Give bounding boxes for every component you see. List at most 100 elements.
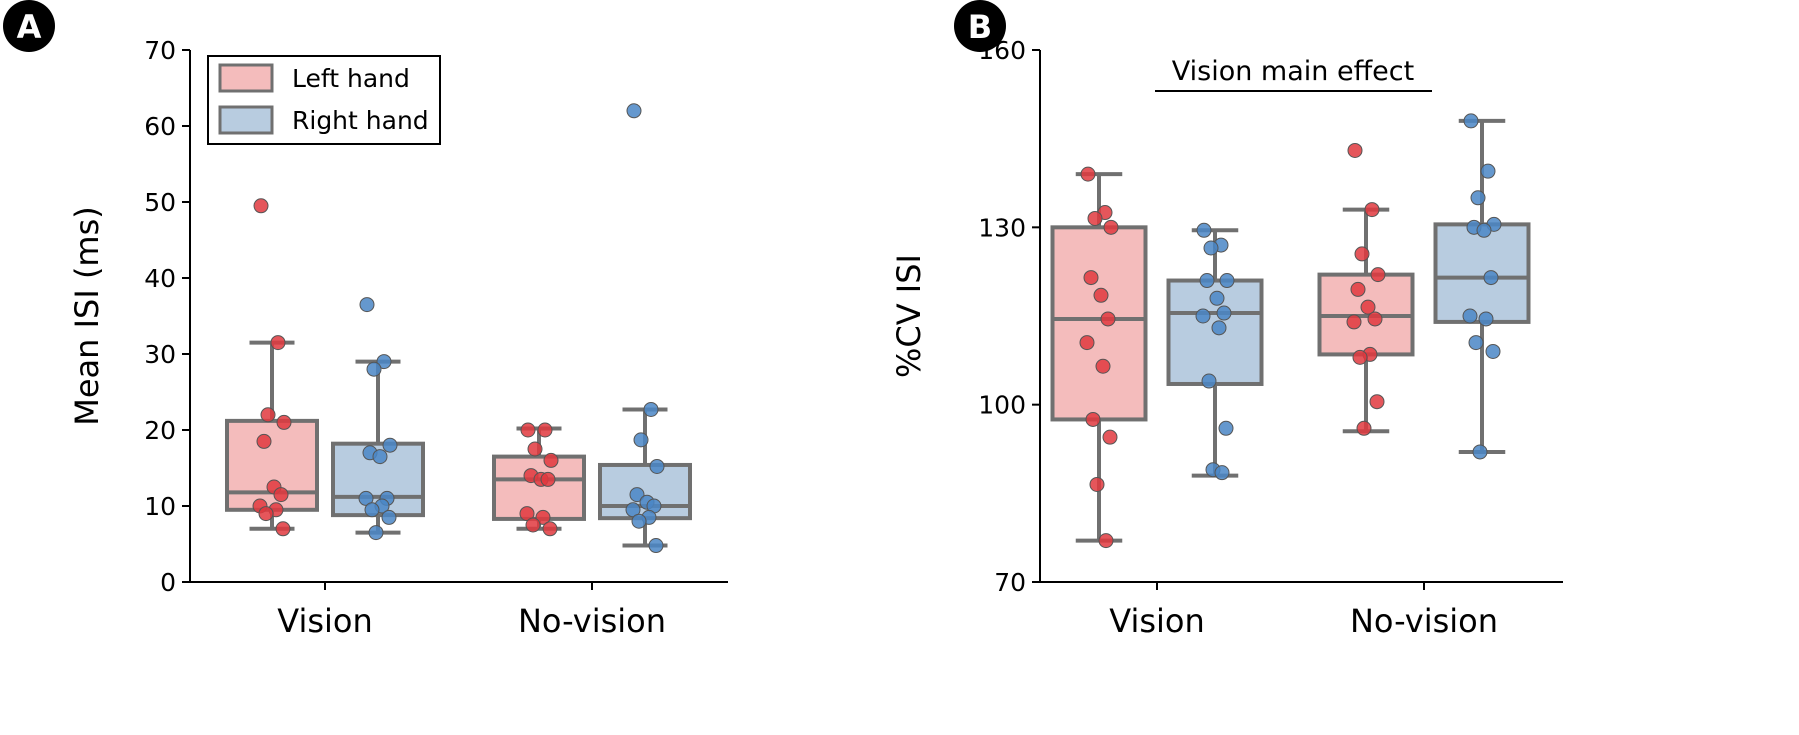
y-tick-label: 0 bbox=[160, 568, 176, 597]
y-tick-label: 70 bbox=[994, 568, 1026, 597]
data-point bbox=[1103, 219, 1119, 235]
box bbox=[598, 462, 692, 521]
data-point bbox=[1483, 270, 1499, 286]
data-point bbox=[648, 538, 664, 554]
data-point bbox=[527, 441, 543, 457]
data-point bbox=[1080, 166, 1096, 182]
y-tick-label: 160 bbox=[978, 36, 1026, 65]
data-point bbox=[381, 509, 397, 525]
data-point bbox=[1347, 142, 1363, 158]
data-point bbox=[1209, 290, 1225, 306]
data-point bbox=[1093, 287, 1109, 303]
data-point bbox=[1354, 246, 1370, 262]
data-point bbox=[629, 487, 645, 503]
panel-a-letter: A bbox=[17, 8, 42, 46]
data-point bbox=[270, 335, 286, 351]
box bbox=[1050, 225, 1148, 422]
data-point bbox=[1195, 308, 1211, 324]
y-tick-label: 20 bbox=[144, 416, 176, 445]
data-point bbox=[1478, 311, 1494, 327]
data-point bbox=[1463, 113, 1479, 129]
data-point bbox=[1360, 299, 1376, 315]
y-tick-label: 30 bbox=[144, 340, 176, 369]
x-tick-label: No-vision bbox=[518, 602, 666, 640]
data-point bbox=[1352, 349, 1368, 365]
legend-swatch bbox=[218, 63, 274, 93]
data-point bbox=[540, 471, 556, 487]
data-point bbox=[372, 449, 388, 465]
data-point bbox=[1087, 210, 1103, 226]
data-point bbox=[1089, 476, 1105, 492]
data-point bbox=[633, 432, 649, 448]
legend-label: Left hand bbox=[292, 64, 410, 93]
data-point bbox=[1346, 314, 1362, 330]
data-point bbox=[1211, 320, 1227, 336]
data-point bbox=[643, 401, 659, 417]
y-tick-label: 100 bbox=[978, 391, 1026, 420]
legend-label: Right hand bbox=[292, 106, 429, 135]
x-tick-label: Vision bbox=[1109, 602, 1205, 640]
data-point bbox=[537, 422, 553, 438]
data-point bbox=[258, 506, 274, 522]
data-point bbox=[1085, 411, 1101, 427]
data-point bbox=[535, 509, 551, 525]
data-point bbox=[525, 517, 541, 533]
data-point bbox=[1462, 308, 1478, 324]
panel-a-badge bbox=[3, 0, 55, 52]
panel-b-letter: B bbox=[968, 8, 992, 46]
data-point bbox=[1196, 222, 1212, 238]
data-point bbox=[1102, 429, 1118, 445]
box bbox=[1433, 222, 1531, 324]
data-point bbox=[649, 458, 665, 474]
data-point bbox=[275, 521, 291, 537]
data-point bbox=[1470, 190, 1486, 206]
data-point bbox=[1472, 444, 1488, 460]
data-point bbox=[542, 521, 558, 537]
panel-a-plot: 0 10 20 30 40 50 60 70 Vision No-vision Mean ISI (… bbox=[68, 36, 728, 640]
box bbox=[492, 454, 586, 521]
data-point bbox=[382, 437, 398, 453]
data-point bbox=[273, 487, 289, 503]
data-point bbox=[543, 452, 559, 468]
data-point bbox=[366, 361, 382, 377]
legend-swatch bbox=[218, 105, 274, 135]
y-tick-label: 130 bbox=[978, 213, 1026, 242]
y-tick-label: 60 bbox=[144, 112, 176, 141]
data-point bbox=[1476, 222, 1492, 238]
data-point bbox=[1083, 270, 1099, 286]
data-point bbox=[253, 198, 269, 214]
legend: Left hand Right hand bbox=[207, 55, 441, 145]
data-point bbox=[1218, 420, 1234, 436]
data-point bbox=[1468, 335, 1484, 351]
data-point bbox=[1100, 311, 1116, 327]
data-point bbox=[626, 103, 642, 119]
data-point bbox=[520, 422, 536, 438]
data-point bbox=[1219, 273, 1235, 289]
data-point bbox=[1216, 305, 1232, 321]
data-point bbox=[1485, 343, 1501, 359]
y-tick-label: 10 bbox=[144, 492, 176, 521]
data-point bbox=[359, 297, 375, 313]
data-point bbox=[1199, 273, 1215, 289]
y-axis-label: %CV ISI bbox=[890, 254, 928, 378]
data-point bbox=[1214, 465, 1230, 481]
y-tick-label: 50 bbox=[144, 188, 176, 217]
x-tick-label: No-vision bbox=[1350, 602, 1498, 640]
y-tick-label: 40 bbox=[144, 264, 176, 293]
data-point bbox=[631, 513, 647, 529]
data-point bbox=[376, 354, 392, 370]
x-tick-label: Vision bbox=[277, 602, 373, 640]
data-point bbox=[1364, 202, 1380, 218]
data-point bbox=[1480, 163, 1496, 179]
data-point bbox=[1350, 281, 1366, 297]
panel-b-badge bbox=[954, 0, 1006, 52]
panel-b: B 70 100 130 160 Vision No-vision %CV ISI Visio… bbox=[890, 0, 1563, 640]
data-point bbox=[364, 502, 380, 518]
data-point bbox=[1079, 335, 1095, 351]
data-point bbox=[256, 433, 272, 449]
panel-b-plot: 70 100 130 160 Vision No-vision %CV ISI Vision … bbox=[890, 36, 1563, 640]
y-axis-label: Mean ISI (ms) bbox=[68, 206, 106, 426]
panel-a: A 0 10 20 30 40 50 60 70 Vision No-vision Mean ISI… bbox=[3, 0, 728, 640]
data-point bbox=[1356, 420, 1372, 436]
